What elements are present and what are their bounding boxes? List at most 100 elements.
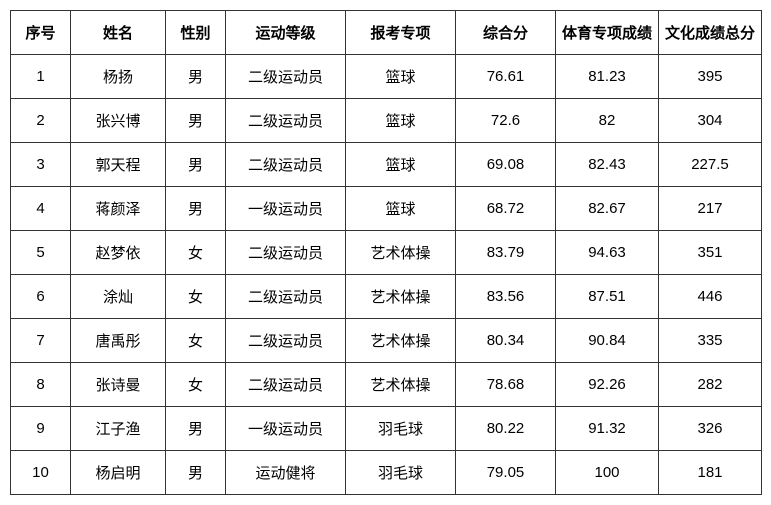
table-cell: 282 xyxy=(659,363,762,407)
table-cell: 82.67 xyxy=(556,187,659,231)
table-cell: 82 xyxy=(556,99,659,143)
table-cell: 94.63 xyxy=(556,231,659,275)
header-row: 序号 姓名 性别 运动等级 报考专项 综合分 体育专项成绩 文化成绩总分 xyxy=(11,11,762,55)
table-cell: 二级运动员 xyxy=(226,143,346,187)
table-cell: 杨启明 xyxy=(71,451,166,495)
table-cell: 二级运动员 xyxy=(226,55,346,99)
table-cell: 二级运动员 xyxy=(226,319,346,363)
table-cell: 304 xyxy=(659,99,762,143)
table-cell: 二级运动员 xyxy=(226,231,346,275)
col-header-index: 序号 xyxy=(11,11,71,55)
table-cell: 1 xyxy=(11,55,71,99)
table-row: 6涂灿女二级运动员艺术体操83.5687.51446 xyxy=(11,275,762,319)
table-cell: 90.84 xyxy=(556,319,659,363)
table-cell: 9 xyxy=(11,407,71,451)
table-cell: 一级运动员 xyxy=(226,187,346,231)
col-header-sport-score: 体育专项成绩 xyxy=(556,11,659,55)
table-cell: 女 xyxy=(166,319,226,363)
table-cell: 7 xyxy=(11,319,71,363)
table-cell: 92.26 xyxy=(556,363,659,407)
table-cell: 男 xyxy=(166,143,226,187)
col-header-name: 姓名 xyxy=(71,11,166,55)
table-cell: 江子渔 xyxy=(71,407,166,451)
col-header-gender: 性别 xyxy=(166,11,226,55)
table-cell: 唐禹彤 xyxy=(71,319,166,363)
table-cell: 篮球 xyxy=(346,187,456,231)
table-cell: 395 xyxy=(659,55,762,99)
table-cell: 郭天程 xyxy=(71,143,166,187)
table-cell: 82.43 xyxy=(556,143,659,187)
table-cell: 5 xyxy=(11,231,71,275)
table-row: 1杨扬男二级运动员篮球76.6181.23395 xyxy=(11,55,762,99)
table-cell: 篮球 xyxy=(346,99,456,143)
table-row: 9江子渔男一级运动员羽毛球80.2291.32326 xyxy=(11,407,762,451)
table-row: 10杨启明男运动健将羽毛球79.05100181 xyxy=(11,451,762,495)
table-cell: 羽毛球 xyxy=(346,407,456,451)
col-header-composite: 综合分 xyxy=(456,11,556,55)
table-cell: 男 xyxy=(166,407,226,451)
table-cell: 艺术体操 xyxy=(346,363,456,407)
table-cell: 赵梦依 xyxy=(71,231,166,275)
table-row: 5赵梦依女二级运动员艺术体操83.7994.63351 xyxy=(11,231,762,275)
table-cell: 篮球 xyxy=(346,55,456,99)
table-cell: 艺术体操 xyxy=(346,275,456,319)
table-cell: 男 xyxy=(166,451,226,495)
table-row: 3郭天程男二级运动员篮球69.0882.43227.5 xyxy=(11,143,762,187)
table-cell: 69.08 xyxy=(456,143,556,187)
col-header-level: 运动等级 xyxy=(226,11,346,55)
table-cell: 篮球 xyxy=(346,143,456,187)
table-cell: 女 xyxy=(166,275,226,319)
table-row: 7唐禹彤女二级运动员艺术体操80.3490.84335 xyxy=(11,319,762,363)
table-row: 8张诗曼女二级运动员艺术体操78.6892.26282 xyxy=(11,363,762,407)
table-cell: 87.51 xyxy=(556,275,659,319)
table-cell: 79.05 xyxy=(456,451,556,495)
table-cell: 女 xyxy=(166,231,226,275)
table-cell: 男 xyxy=(166,187,226,231)
table-cell: 3 xyxy=(11,143,71,187)
table-cell: 2 xyxy=(11,99,71,143)
table-cell: 艺术体操 xyxy=(346,231,456,275)
table-cell: 326 xyxy=(659,407,762,451)
table-cell: 一级运动员 xyxy=(226,407,346,451)
table-cell: 8 xyxy=(11,363,71,407)
table-cell: 446 xyxy=(659,275,762,319)
table-cell: 181 xyxy=(659,451,762,495)
table-cell: 涂灿 xyxy=(71,275,166,319)
table-cell: 二级运动员 xyxy=(226,275,346,319)
table-cell: 6 xyxy=(11,275,71,319)
table-cell: 女 xyxy=(166,363,226,407)
table-cell: 91.32 xyxy=(556,407,659,451)
table-cell: 二级运动员 xyxy=(226,99,346,143)
table-cell: 335 xyxy=(659,319,762,363)
table-cell: 78.68 xyxy=(456,363,556,407)
table-row: 2张兴博男二级运动员篮球72.682304 xyxy=(11,99,762,143)
table-cell: 蒋颜泽 xyxy=(71,187,166,231)
table-cell: 76.61 xyxy=(456,55,556,99)
table-cell: 运动健将 xyxy=(226,451,346,495)
table-cell: 张兴博 xyxy=(71,99,166,143)
table-cell: 男 xyxy=(166,55,226,99)
table-cell: 80.34 xyxy=(456,319,556,363)
table-cell: 二级运动员 xyxy=(226,363,346,407)
table-cell: 72.6 xyxy=(456,99,556,143)
table-cell: 217 xyxy=(659,187,762,231)
table-body: 1杨扬男二级运动员篮球76.6181.233952张兴博男二级运动员篮球72.6… xyxy=(11,55,762,495)
table-cell: 张诗曼 xyxy=(71,363,166,407)
athletes-table: 序号 姓名 性别 运动等级 报考专项 综合分 体育专项成绩 文化成绩总分 1杨扬… xyxy=(10,10,762,495)
table-cell: 351 xyxy=(659,231,762,275)
table-row: 4蒋颜泽男一级运动员篮球68.7282.67217 xyxy=(11,187,762,231)
table-cell: 4 xyxy=(11,187,71,231)
table-cell: 83.56 xyxy=(456,275,556,319)
table-cell: 羽毛球 xyxy=(346,451,456,495)
table-cell: 80.22 xyxy=(456,407,556,451)
table-cell: 杨扬 xyxy=(71,55,166,99)
table-cell: 227.5 xyxy=(659,143,762,187)
col-header-culture-score: 文化成绩总分 xyxy=(659,11,762,55)
table-header: 序号 姓名 性别 运动等级 报考专项 综合分 体育专项成绩 文化成绩总分 xyxy=(11,11,762,55)
col-header-event: 报考专项 xyxy=(346,11,456,55)
table-cell: 68.72 xyxy=(456,187,556,231)
table-cell: 男 xyxy=(166,99,226,143)
table-cell: 100 xyxy=(556,451,659,495)
table-cell: 83.79 xyxy=(456,231,556,275)
table-cell: 81.23 xyxy=(556,55,659,99)
